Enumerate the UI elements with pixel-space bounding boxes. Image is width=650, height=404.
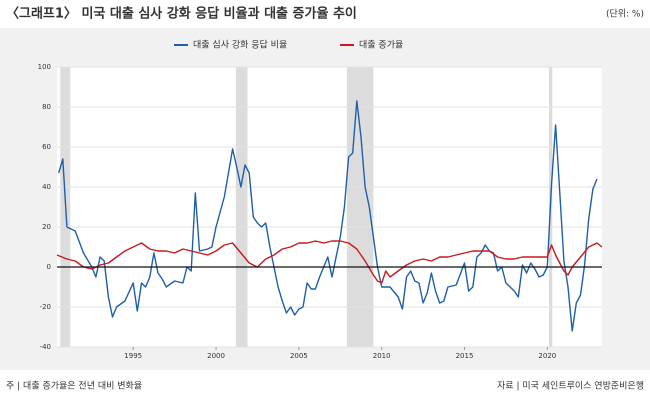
- chart-title: 〈그래프1〉 미국 대출 심사 강화 응답 비율과 대출 증가율 추이: [6, 6, 357, 22]
- y-tick-label: 60: [42, 143, 51, 151]
- unit-label: (단위: %): [606, 9, 644, 20]
- plot-area: [57, 67, 602, 347]
- x-tick-label: 2015: [456, 352, 474, 360]
- plot: -40 -20 0 20 40 60 80 100 1995 2000 2005 2010 2015 20…: [38, 39, 603, 360]
- note: 주 | 대출 증가율은 전년 대비 변화율: [6, 381, 142, 392]
- legend-label: 대출 심사 강화 응답 비율: [193, 39, 287, 51]
- legend-label: 대출 증가율: [359, 40, 403, 51]
- x-tick-label: 2010: [373, 352, 391, 360]
- x-tick-label: 1995: [124, 352, 142, 360]
- series-line: [58, 100, 598, 332]
- y-tick-label: -20: [40, 303, 51, 311]
- x-tick-label: 2020: [538, 352, 556, 360]
- y-tick-label: 40: [42, 183, 51, 191]
- source: 자료 | 미국 세인트루이스 연방준비은행: [497, 380, 644, 392]
- x-tick-label: 2005: [290, 352, 308, 360]
- y-tick-label: 100: [38, 63, 51, 71]
- series-line: [56, 240, 603, 284]
- y-tick-label: 0: [47, 263, 51, 271]
- y-tick-label: 80: [42, 103, 51, 111]
- y-tick-label: -40: [40, 343, 51, 351]
- y-tick-label: 20: [42, 223, 51, 231]
- recession-band: [235, 67, 248, 347]
- x-tick-label: 2000: [207, 352, 225, 360]
